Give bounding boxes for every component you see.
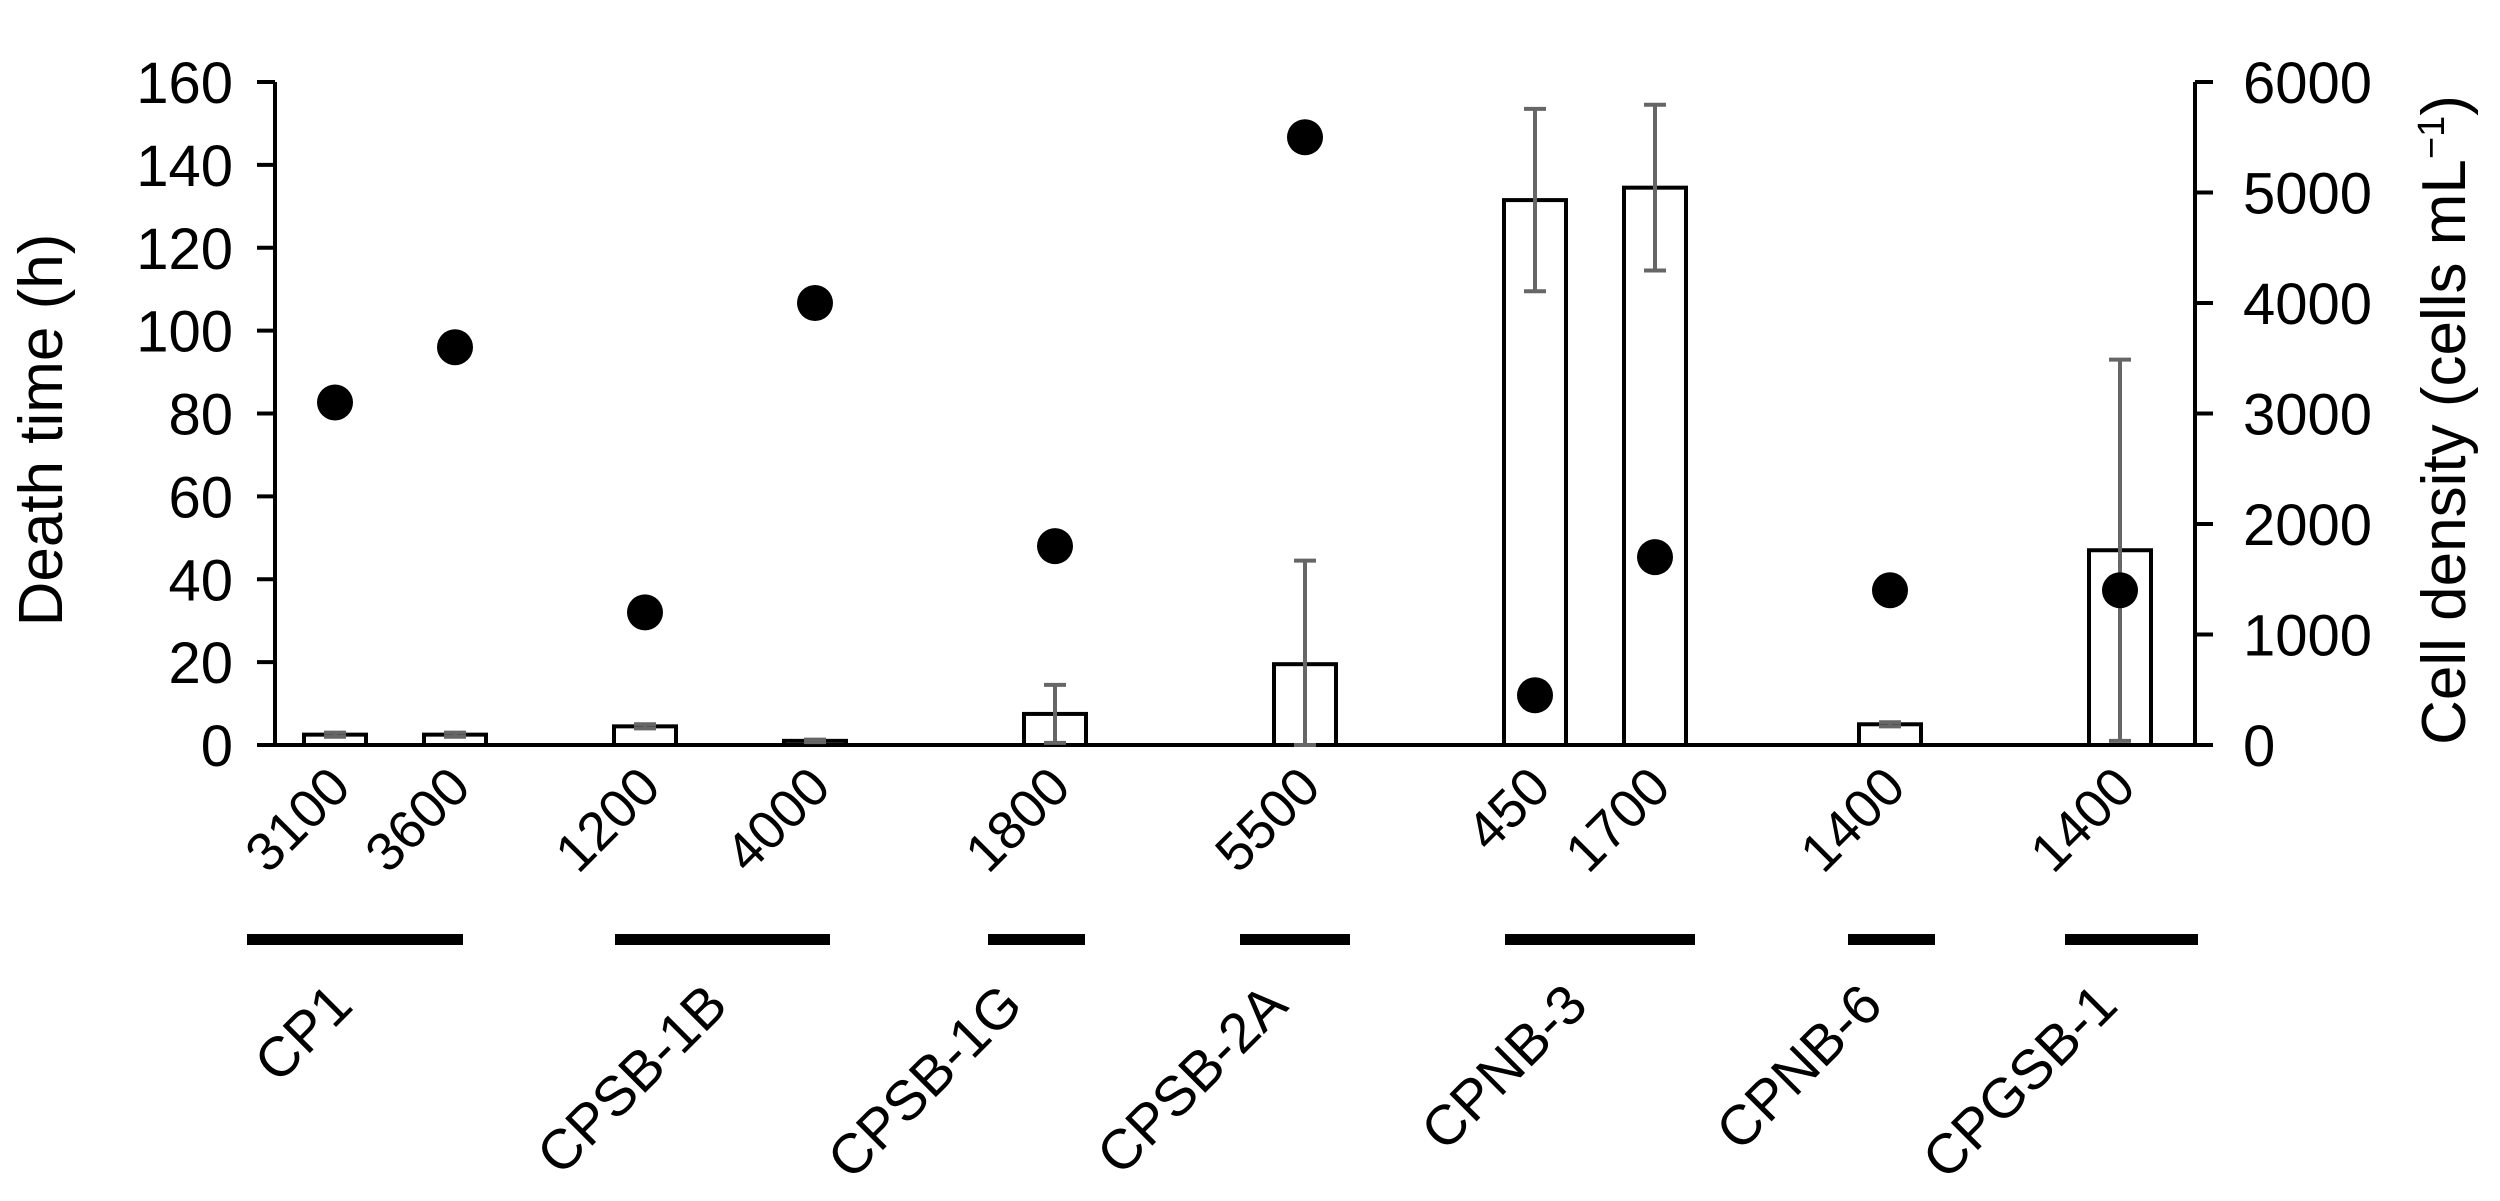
x-tick-label: 1400 [2019, 756, 2146, 883]
group-labels: CP1 CPSB-1B CPSB-1G CPSB-2A CPNB-3 CPNB-6 CPGS… [242, 971, 2129, 1190]
y-tick-label: 80 [168, 383, 233, 448]
group-line [247, 934, 463, 945]
x-tick-label: 1800 [954, 756, 1081, 883]
density-point [1287, 119, 1323, 156]
x-tick-label: 450 [1455, 756, 1561, 862]
group-line [615, 934, 830, 945]
density-point [1037, 528, 1073, 565]
density-point [1637, 539, 1673, 576]
density-point [797, 285, 833, 321]
bar [1622, 185, 1688, 747]
density-point [317, 384, 353, 421]
x-tick-label: 3600 [354, 756, 481, 883]
x-tick-label: 1700 [1554, 756, 1681, 883]
error-bars [324, 102, 2131, 747]
y2-axis-label-sup: −1 [2411, 116, 2453, 159]
group-line [1505, 934, 1695, 945]
y-tick-label: 100 [136, 300, 233, 365]
group-lines [247, 934, 2198, 945]
group-label: CPGSB-1 [1910, 972, 2128, 1190]
group-label: CPSB-1B [524, 972, 738, 1186]
x-tick-label: 4000 [714, 756, 841, 883]
y2-axis-label: Cell density (cells mL−1) [2410, 95, 2479, 745]
group-label: CPSB-1G [815, 972, 1033, 1190]
y-axis-label: Death time (h) [7, 234, 76, 627]
x-tick-label: 3100 [234, 756, 361, 883]
density-point [1517, 677, 1553, 714]
x-tick-label: 5500 [1204, 756, 1331, 883]
y2-tick-label: 3000 [2243, 383, 2372, 448]
bars [302, 185, 2153, 748]
data-points [317, 119, 2138, 714]
y2-axis-label-main: Cell density (cells mL [2410, 159, 2479, 745]
group-line [1848, 934, 1935, 945]
y-tick-label: 160 [136, 51, 233, 116]
y-tick-label: 60 [168, 465, 233, 530]
y-tick-label: 0 [201, 714, 233, 779]
group-line [2065, 934, 2198, 945]
density-point [1872, 572, 1908, 609]
y2-tick-label: 1000 [2243, 604, 2372, 669]
y-tick-label: 120 [136, 217, 233, 282]
x-tick-label: 1400 [1789, 756, 1916, 883]
group-label: CPNB-3 [1409, 972, 1599, 1162]
group-label: CPNB-6 [1704, 972, 1894, 1162]
y2-tick-label: 2000 [2243, 493, 2372, 558]
y-tick-label: 20 [168, 631, 233, 696]
group-label: CPSB-2A [1084, 971, 1298, 1185]
density-point [437, 329, 473, 366]
y2-tick-label: 0 [2243, 714, 2275, 779]
density-point [627, 594, 663, 631]
y2-tick-label: 4000 [2243, 272, 2372, 337]
y-tick-label: 140 [136, 134, 233, 199]
axes: 0 20 40 60 80 100 120 140 160 0 1000 2000 3000 4000 50… [136, 51, 2372, 779]
y-tick-label: 40 [168, 548, 233, 613]
group-line [988, 934, 1085, 945]
y2-axis-label-close: ) [2410, 95, 2479, 116]
y2-tick-label: 6000 [2243, 51, 2372, 116]
y2-tick-label: 5000 [2243, 162, 2372, 227]
density-point [2102, 572, 2138, 609]
group-label: CP1 [242, 972, 364, 1094]
group-line [1240, 934, 1350, 945]
x-tick-label: 1200 [544, 756, 671, 883]
